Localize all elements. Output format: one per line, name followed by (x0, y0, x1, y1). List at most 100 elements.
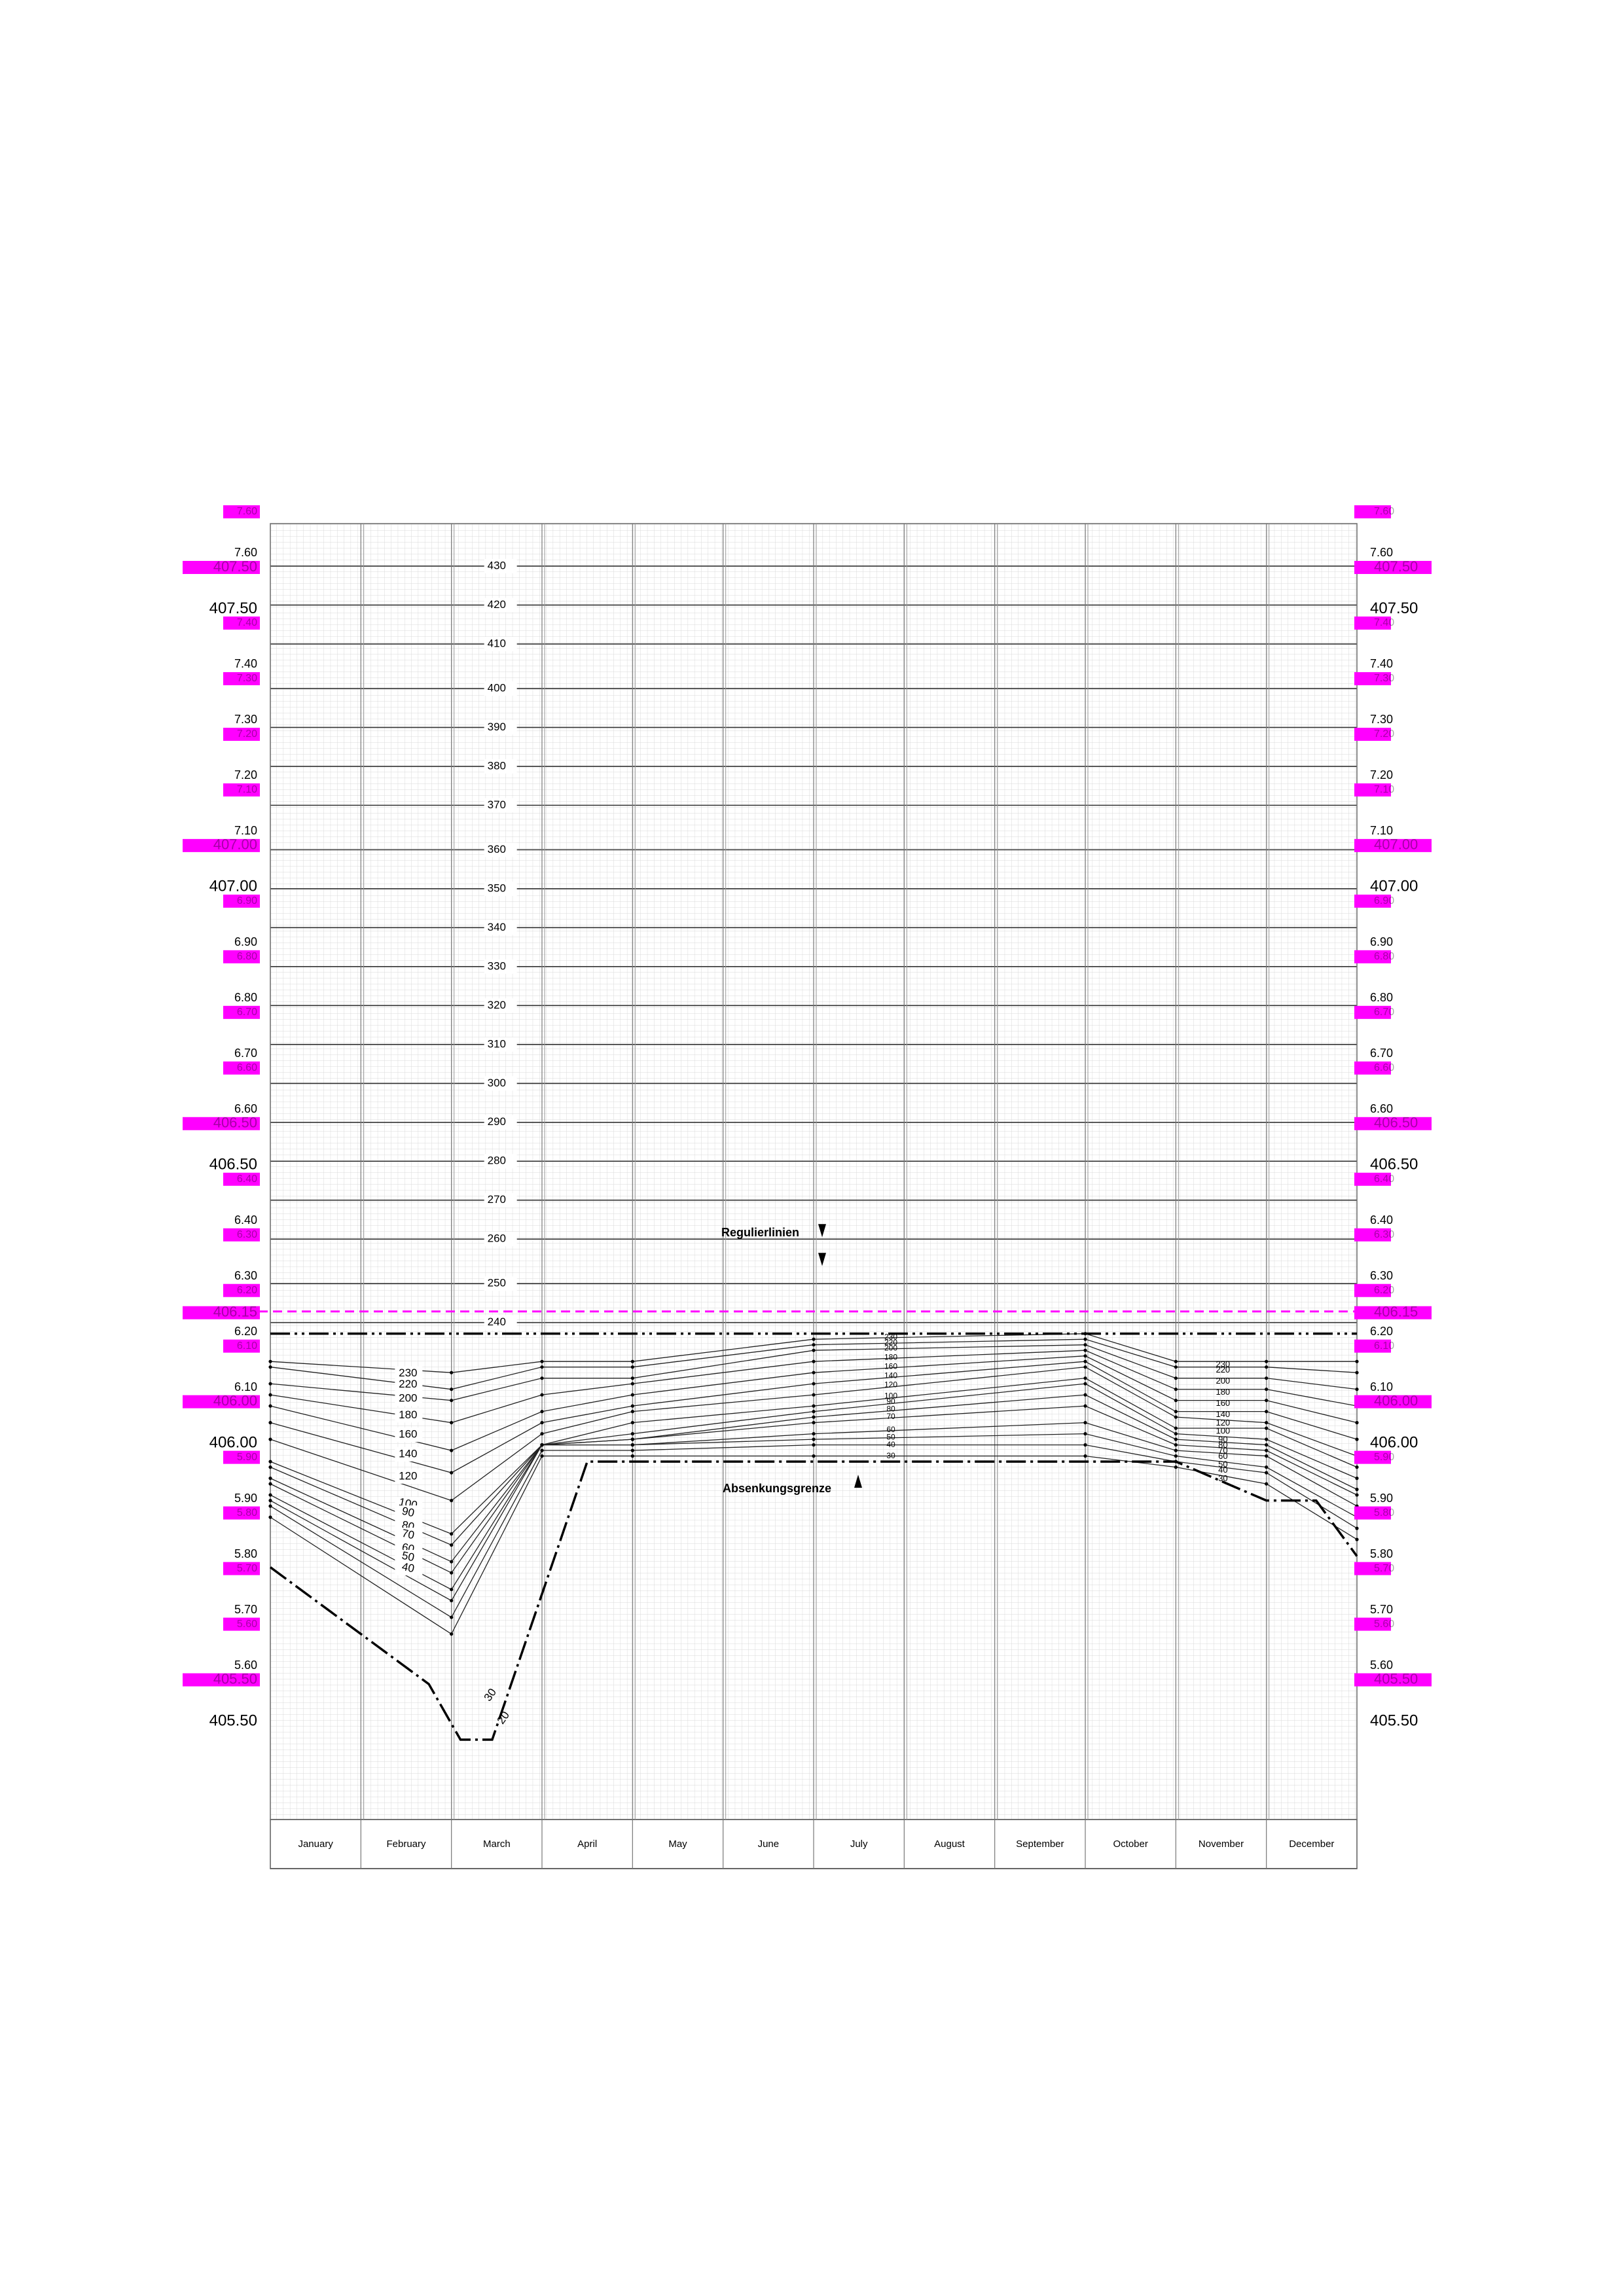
regulation-point (268, 1382, 272, 1386)
series-label-july: 40 (886, 1440, 895, 1449)
flow-label-bg (484, 720, 517, 735)
y-highlight-label: 407.50 (1374, 558, 1418, 575)
chart-labels: January February March April May June July Augu… (183, 505, 1432, 1850)
y-highlight-label: 407.00 (1374, 836, 1418, 853)
y-highlight-marker (183, 1395, 260, 1408)
regulation-point (450, 1421, 454, 1425)
regulation-point (450, 1371, 454, 1374)
y-highlight-marker (183, 560, 260, 574)
regulation-point (1083, 1454, 1087, 1458)
y-axis-label: 6.90 (234, 935, 257, 948)
regulation-point (812, 1337, 816, 1341)
y-highlight-marker (223, 1005, 260, 1019)
series-label-july: 30 (886, 1451, 895, 1460)
regulation-point (1083, 1354, 1087, 1358)
y-axis-label: 7.10 (234, 824, 257, 837)
regulation-point (1083, 1382, 1087, 1386)
regulation-point (1083, 1432, 1087, 1436)
flow-scale-label: 360 (488, 843, 506, 855)
month-label: September (1016, 1839, 1064, 1850)
series-label-left: 160 (399, 1428, 417, 1441)
y-highlight-label: 7.20 (237, 728, 257, 740)
series-label-left: 220 (399, 1378, 417, 1390)
y-highlight-marker (223, 783, 260, 797)
regulation-point (540, 1365, 544, 1369)
y-highlight-marker (183, 1117, 260, 1130)
series-label-july: 90 (886, 1397, 895, 1406)
regulation-point (450, 1560, 454, 1564)
y-highlight-marker (183, 1673, 260, 1687)
y-highlight-label: 5.80 (237, 1507, 257, 1518)
flow-label-bg (484, 1232, 517, 1247)
regulation-point (1265, 1465, 1269, 1469)
arrow-up-icon (854, 1475, 862, 1488)
y-highlight-label: 6.90 (237, 895, 257, 906)
y-highlight-marker (1354, 1228, 1391, 1242)
y-highlight-label: 407.50 (213, 558, 257, 575)
series-label-bg (395, 1505, 423, 1520)
flow-scale-label: 370 (488, 798, 506, 811)
y-highlight-label: 7.60 (1374, 506, 1394, 517)
y-axis-label: 406.00 (1370, 1433, 1418, 1451)
flow-scale-label: 330 (488, 960, 506, 972)
series-label-july: 140 (884, 1371, 897, 1380)
regulation-point (630, 1421, 634, 1425)
regulation-point (1355, 1526, 1359, 1530)
series-label-left: 70 (401, 1527, 415, 1542)
y-highlight-marker (1354, 783, 1391, 797)
series-label-november: 160 (1216, 1398, 1230, 1408)
regulation-point (1355, 1371, 1359, 1374)
regulation-point (630, 1443, 634, 1447)
y-axis-label: 5.70 (234, 1603, 257, 1616)
series-label-bg (395, 1408, 423, 1423)
y-highlight-marker (223, 1450, 260, 1464)
regulation-point (450, 1399, 454, 1403)
series-label-july: 70 (886, 1412, 895, 1421)
regulation-point (812, 1393, 816, 1397)
regulation-point (630, 1448, 634, 1452)
series-label-july: 100 (884, 1391, 897, 1400)
y-highlight-marker (223, 505, 260, 518)
regulation-point (812, 1371, 816, 1374)
arrow-down-icon (818, 1224, 826, 1238)
y-highlight-marker (223, 1562, 260, 1575)
y-highlight-marker (223, 1283, 260, 1297)
y-axis-label: 407.50 (209, 600, 257, 617)
y-highlight-label: 6.30 (1374, 1229, 1394, 1240)
annotation-absenkungsgrenze: Absenkungsgrenze (723, 1482, 831, 1495)
month-gridlines (270, 524, 1358, 1869)
y-highlight-label: 407.00 (213, 836, 257, 853)
regulation-lines (268, 1332, 1359, 1636)
y-axis-label: 5.90 (234, 1492, 257, 1505)
regulation-point (1265, 1454, 1269, 1458)
month-label: October (1113, 1839, 1147, 1850)
y-highlight-marker (1354, 1506, 1391, 1520)
regulation-point (812, 1382, 816, 1386)
flow-scale-label: 430 (488, 559, 506, 571)
regulation-point (1083, 1348, 1087, 1352)
regulation-point (268, 1477, 272, 1480)
flow-label-bg (484, 1276, 517, 1291)
regulation-point (1265, 1426, 1269, 1430)
regulation-point (1355, 1465, 1359, 1469)
y-axis-label: 405.50 (1370, 1712, 1418, 1729)
flow-scale-label: 320 (488, 999, 506, 1011)
series-label-bg (395, 1377, 423, 1392)
series-label-july: 80 (886, 1404, 895, 1413)
y-axis-label: 7.20 (1370, 768, 1393, 781)
y-axis-label: 6.30 (234, 1269, 257, 1282)
month-label: December (1289, 1839, 1334, 1850)
series-label-july: 160 (884, 1361, 897, 1371)
y-highlight-marker (223, 1617, 260, 1631)
series-label-november: 220 (1216, 1365, 1230, 1374)
y-highlight-label: 5.70 (1374, 1563, 1394, 1574)
y-highlight-marker (223, 1061, 260, 1075)
y-highlight-marker (223, 1339, 260, 1353)
regulation-point (1083, 1421, 1087, 1425)
regulation-point (630, 1404, 634, 1408)
y-axis-label: 407.00 (209, 878, 257, 895)
y-axis-label: 405.50 (209, 1712, 257, 1729)
regulation-point (268, 1460, 272, 1463)
series-label-bg (395, 1391, 423, 1406)
